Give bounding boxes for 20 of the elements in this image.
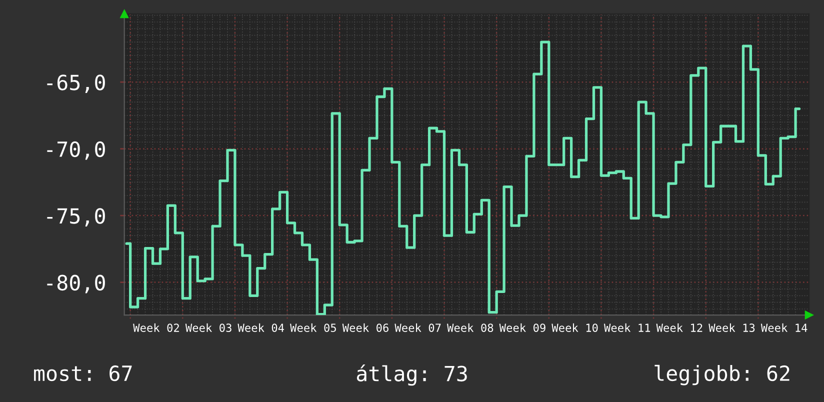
x-tick-label: Week 13	[708, 323, 755, 332]
x-tick-label: Week 12	[656, 323, 702, 332]
x-tick-label: Week 08	[446, 323, 494, 332]
text: most: 67	[34, 365, 132, 382]
text: átlag: 73	[356, 364, 467, 386]
y-tick-label: -70,0	[47, 141, 105, 160]
x-tick-label: Week 09	[499, 323, 546, 332]
y-tick-label: -80,0	[47, 274, 105, 294]
x-tick-label: Week 05	[290, 323, 336, 332]
text: legjobb: 62	[654, 364, 790, 386]
x-tick-label: Week 02	[133, 323, 179, 332]
x-tick-label: Week 11	[604, 323, 650, 332]
y-tick-label: -65,0	[47, 74, 105, 93]
x-tick-label: Week 10	[552, 323, 598, 332]
y-tick-label: -75,0	[47, 208, 105, 226]
x-tick-label: Week 14	[760, 323, 808, 332]
x-tick-label: Week 06	[342, 323, 388, 332]
x-tick-label: Week 03	[185, 323, 232, 332]
x-tick-label: Week 07	[394, 323, 441, 332]
x-tick-label: Week 04	[238, 323, 284, 332]
